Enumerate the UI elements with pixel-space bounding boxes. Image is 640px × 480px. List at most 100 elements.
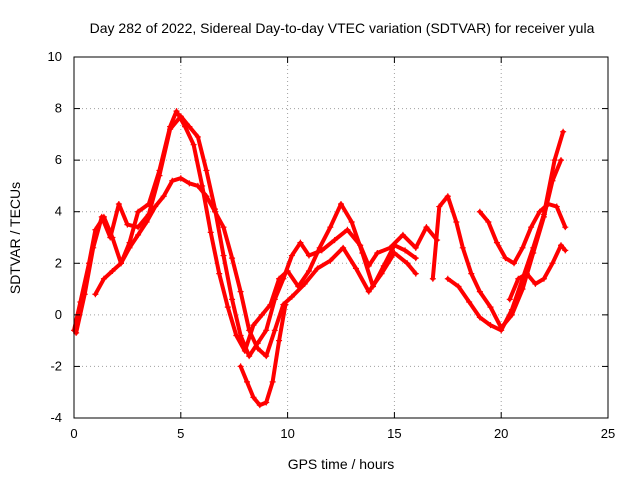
data-point [203,193,210,200]
series-line-sat-trace-d [238,302,288,408]
data-point [365,288,372,295]
data-point [493,239,500,246]
data-point [224,304,231,311]
data-point [532,280,539,287]
data-point [508,306,515,313]
data-point [327,224,334,231]
data-point [269,378,276,385]
data-point [288,293,295,300]
x-tick-label: 5 [177,426,184,441]
data-point [502,255,509,262]
data-point [109,268,116,275]
data-point [258,311,265,318]
data-point [288,252,295,259]
data-point [246,327,253,334]
data-point [237,288,244,295]
series-sat-trace-g [476,200,569,267]
data-point [220,224,227,231]
data-point [203,167,210,174]
data-point [90,244,97,251]
data-point [135,208,142,215]
data-point [190,141,197,148]
data-point [207,229,214,236]
data-point [476,314,483,321]
data-point [436,203,443,210]
data-point [519,244,526,251]
series-sat-trace-b [73,113,441,360]
data-point [562,224,569,231]
data-point [81,291,88,298]
data-point [152,203,159,210]
data-point [402,247,409,254]
data-point [444,193,451,200]
data-point [338,200,344,207]
data-point [466,298,473,305]
y-tick-label: -4 [50,410,62,425]
series-line-sat-trace-c [93,176,418,359]
data-point [511,260,518,267]
data-point [263,399,270,406]
data-point [523,270,530,277]
data-point [92,291,99,298]
data-point [250,394,257,401]
data-point [540,275,547,282]
series-line-sat-trace-g [477,202,568,266]
data-point [135,231,142,238]
data-point [177,175,184,182]
data-point [263,353,270,360]
data-point [558,157,565,164]
chart-title: Day 282 of 2022, Sidereal Day-to-day VTE… [90,20,595,36]
data-point [558,242,565,249]
data-point [254,345,261,352]
data-point [156,172,163,179]
data-point [487,322,494,329]
data-point [244,378,251,385]
data-point [551,157,558,164]
x-tick-label: 0 [70,426,77,441]
data-point [560,128,567,135]
x-tick-label: 20 [494,426,508,441]
data-point [271,296,278,303]
data-point [453,219,460,226]
series-sat-trace-h [506,242,569,303]
y-tick-label: 6 [55,152,62,167]
data-point [160,193,167,200]
data-point [331,237,338,244]
data-point [314,265,321,272]
data-point [553,203,560,210]
data-point [348,219,355,226]
data-point [177,113,184,120]
data-point [124,221,131,228]
data-point [549,260,556,267]
series-line-sat-trace-h [507,243,568,302]
data-point [444,275,451,282]
data-point [237,332,244,339]
data-point [186,123,193,130]
data-point [100,275,107,282]
data-point [256,402,263,409]
data-point [365,262,372,269]
series-layer [71,108,569,409]
data-point [211,208,218,215]
data-point [237,363,244,370]
x-tick-label: 25 [601,426,615,441]
data-point [387,244,394,251]
data-point [327,257,334,264]
data-point [468,270,475,277]
data-point [263,327,270,334]
x-tick-label: 10 [280,426,294,441]
data-point [173,108,180,115]
data-point [271,327,278,334]
data-point [194,133,201,140]
data-point [399,231,406,238]
data-point [536,208,543,215]
data-point [250,322,257,329]
data-point [455,283,462,290]
series-sat-trace-c [92,175,419,360]
data-point [282,301,289,308]
data-point [246,353,253,360]
data-point [485,219,492,226]
data-point [117,260,124,267]
y-tick-label: 2 [55,255,62,270]
